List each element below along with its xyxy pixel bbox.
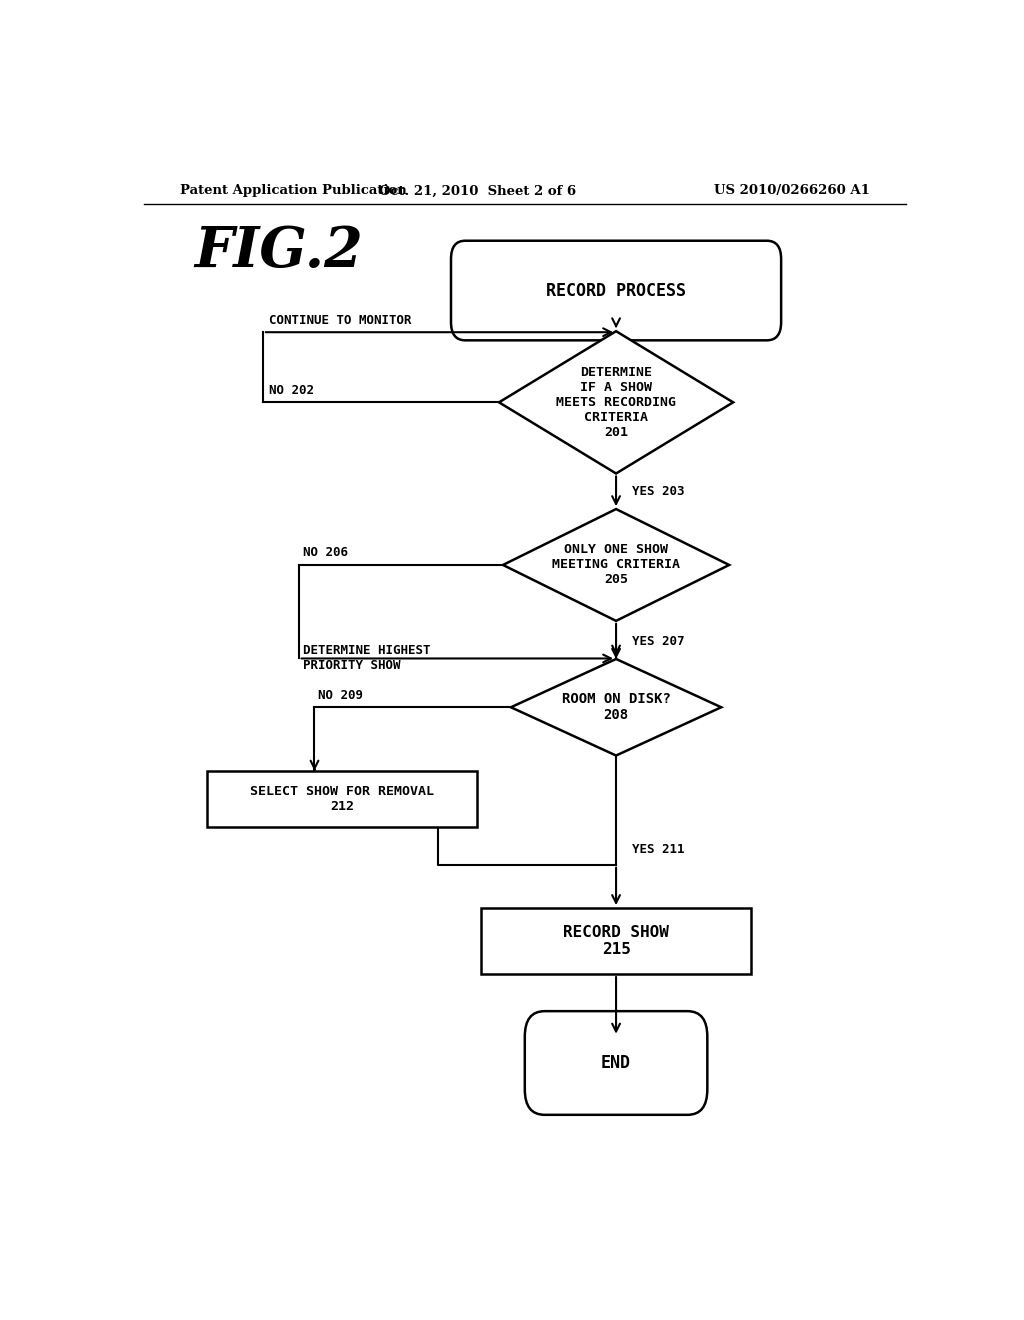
Text: YES 211: YES 211: [632, 843, 684, 857]
Text: CONTINUE TO MONITOR: CONTINUE TO MONITOR: [269, 314, 412, 327]
Text: YES 203: YES 203: [632, 484, 684, 498]
Text: END: END: [601, 1053, 631, 1072]
Text: RECORD PROCESS: RECORD PROCESS: [546, 281, 686, 300]
Text: Patent Application Publication: Patent Application Publication: [179, 185, 407, 198]
Text: NO 209: NO 209: [318, 689, 364, 702]
Polygon shape: [511, 659, 721, 755]
FancyBboxPatch shape: [451, 240, 781, 341]
Text: Oct. 21, 2010  Sheet 2 of 6: Oct. 21, 2010 Sheet 2 of 6: [379, 185, 575, 198]
Text: US 2010/0266260 A1: US 2010/0266260 A1: [714, 185, 870, 198]
Text: FIG.2: FIG.2: [195, 224, 364, 280]
Bar: [207, 771, 477, 826]
Bar: [481, 908, 751, 974]
Polygon shape: [503, 510, 729, 620]
Text: SELECT SHOW FOR REMOVAL
212: SELECT SHOW FOR REMOVAL 212: [250, 784, 434, 813]
FancyBboxPatch shape: [524, 1011, 708, 1115]
Text: DETERMINE HIGHEST
PRIORITY SHOW: DETERMINE HIGHEST PRIORITY SHOW: [303, 644, 430, 672]
Text: ONLY ONE SHOW
MEETING CRITERIA
205: ONLY ONE SHOW MEETING CRITERIA 205: [552, 544, 680, 586]
Text: ROOM ON DISK?
208: ROOM ON DISK? 208: [561, 692, 671, 722]
Text: DETERMINE
IF A SHOW
MEETS RECORDING
CRITERIA
201: DETERMINE IF A SHOW MEETS RECORDING CRIT…: [556, 366, 676, 438]
Text: NO 206: NO 206: [303, 546, 347, 558]
Polygon shape: [499, 331, 733, 474]
Text: YES 207: YES 207: [632, 635, 684, 648]
Text: NO 202: NO 202: [269, 384, 314, 397]
Text: RECORD SHOW
215: RECORD SHOW 215: [563, 925, 669, 957]
